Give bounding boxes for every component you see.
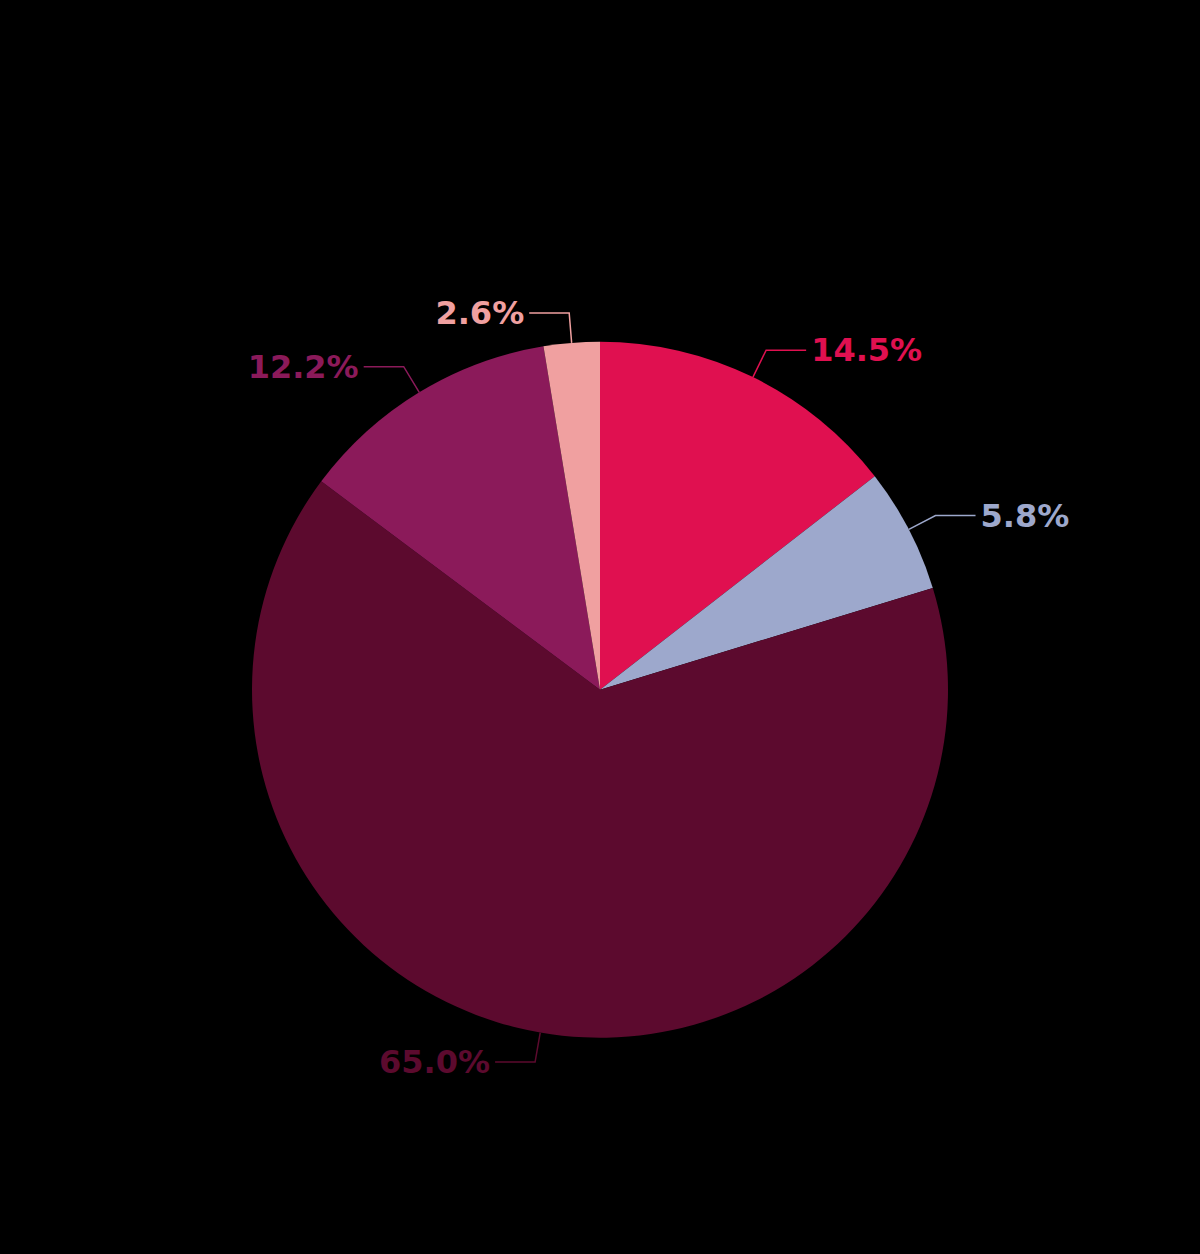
svg-text:65.0%: 65.0% xyxy=(379,1043,490,1081)
svg-text:12.2%: 12.2% xyxy=(248,348,359,386)
svg-text:2.6%: 2.6% xyxy=(435,294,524,332)
svg-text:5.8%: 5.8% xyxy=(981,497,1070,535)
svg-text:14.5%: 14.5% xyxy=(811,331,922,369)
